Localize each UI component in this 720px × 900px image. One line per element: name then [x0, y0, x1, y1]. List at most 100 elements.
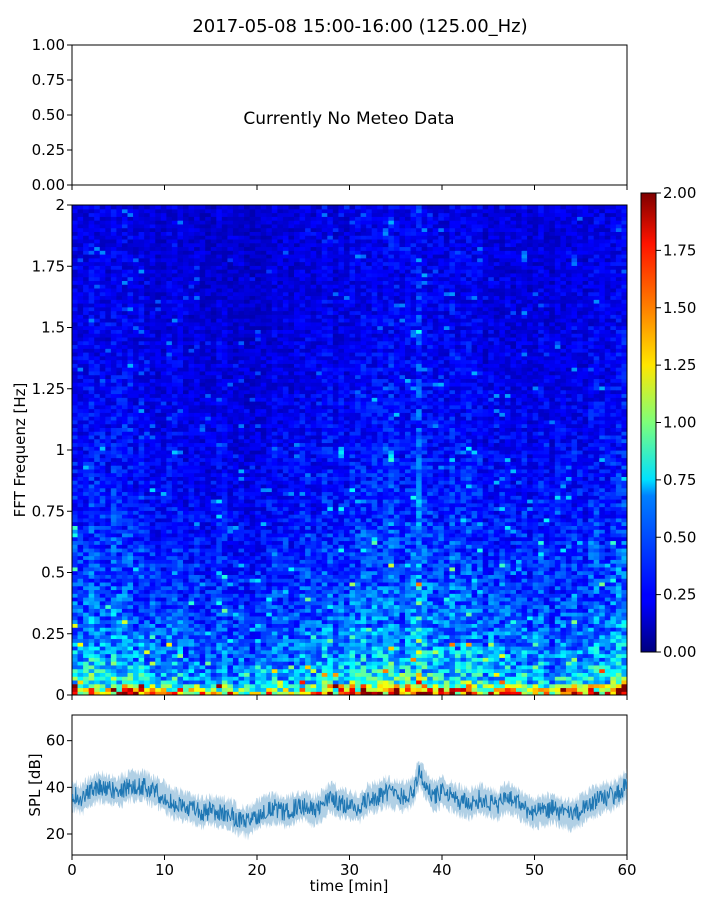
spectrogram-cell — [349, 619, 356, 624]
spectrogram-cell — [499, 608, 506, 613]
spectrogram-cell — [138, 521, 145, 526]
spectrogram-cell — [399, 668, 406, 673]
spectrogram-cell — [144, 668, 151, 673]
spectrogram-cell — [565, 604, 573, 609]
spectrogram-cell — [244, 589, 251, 594]
spectrogram-cell — [194, 521, 201, 526]
spectrogram-cell — [432, 559, 439, 564]
spectrogram-cell — [227, 683, 234, 689]
spectrogram-cell — [377, 604, 384, 609]
spectrogram-cell — [205, 593, 212, 598]
spectrogram-cell — [77, 664, 84, 670]
spectrogram-cell — [216, 687, 223, 692]
spectrogram-cell — [504, 597, 512, 602]
spectrogram-cell — [171, 623, 179, 628]
spectrogram-cell — [538, 525, 545, 530]
spectrogram-cell — [510, 608, 517, 613]
spectrogram-cell — [510, 578, 517, 583]
spectrogram-cell — [449, 563, 456, 568]
spectrogram-cell — [249, 619, 256, 624]
spectrogram-cell — [232, 649, 240, 655]
spectrogram-cell — [216, 627, 223, 632]
spectrogram-cell — [144, 657, 151, 662]
spectrogram-cell — [610, 661, 617, 666]
spectrogram-cell — [343, 578, 351, 583]
spectrogram-cell — [571, 619, 578, 624]
spectrogram-cell — [288, 608, 295, 613]
spectrogram-cell — [271, 578, 278, 583]
spectrogram-cell — [621, 676, 627, 681]
spectrogram-cell — [543, 676, 550, 681]
spectrogram-cell — [510, 600, 517, 606]
spectrogram-cell — [199, 597, 206, 602]
spectrogram-cell — [371, 578, 378, 583]
spectrogram-cell — [83, 563, 90, 568]
spectrogram-cell — [194, 566, 201, 572]
spectrogram-cell — [399, 600, 406, 606]
spectrogram-cell — [88, 657, 95, 662]
spectrogram-cell — [593, 687, 600, 692]
spectrogram-cell — [554, 578, 561, 583]
spectrogram-cell — [282, 691, 290, 695]
spectrogram-cell — [355, 615, 362, 621]
spectrogram-cell — [382, 548, 389, 553]
spectrogram-cell — [116, 506, 123, 511]
spectrogram-cell — [482, 691, 489, 695]
spectrogram-cell — [610, 672, 617, 677]
spectrogram-cell — [166, 597, 173, 602]
spectrogram-cell — [110, 551, 117, 557]
spectrogram-cell — [571, 649, 578, 655]
spectrogram-cell — [260, 664, 267, 670]
spectrogram-cell — [83, 551, 90, 557]
spectrogram-cell — [327, 555, 334, 560]
spectrogram-cell — [438, 525, 445, 530]
spectrogram-cell — [155, 506, 162, 511]
spectrogram-cell — [466, 661, 473, 666]
spectrogram-cell — [377, 597, 384, 602]
spectrogram-cell — [599, 691, 606, 695]
spectrogram-cell — [355, 638, 362, 643]
spectrogram-cell — [255, 653, 262, 658]
spectrogram-cell — [232, 544, 240, 549]
spectrogram-cell — [599, 679, 606, 685]
spectrogram-cell — [171, 646, 179, 651]
spectrogram-cell — [216, 683, 223, 689]
spectrogram-cell — [366, 578, 373, 583]
spectrogram-cell — [421, 559, 428, 564]
spectrogram-cell — [271, 544, 278, 549]
spectrogram-cell — [244, 623, 251, 628]
spectrogram-cell — [421, 517, 428, 523]
spectrogram-cell — [138, 597, 145, 602]
spectrogram-cell — [227, 630, 234, 636]
spectrogram-cell — [171, 649, 179, 655]
spectrogram-cell — [421, 555, 428, 560]
spectrogram-cell — [199, 529, 206, 534]
spectrogram-cell — [216, 657, 223, 662]
spectrogram-cell — [343, 525, 351, 530]
spectrogram-cell — [454, 657, 462, 662]
spectrogram-cell — [249, 521, 256, 526]
spectrogram-cell — [116, 529, 123, 534]
spectrogram-cell — [499, 544, 506, 549]
spectrogram-cell — [571, 521, 578, 526]
spectrogram-cell — [249, 687, 256, 692]
spectrogram-cell — [393, 551, 401, 557]
spectrogram-cell — [610, 600, 617, 606]
spectrogram-cell — [238, 668, 245, 673]
spectrogram-cell — [493, 627, 500, 632]
spectrogram-cell — [194, 612, 201, 617]
spectrogram-cell — [305, 570, 312, 575]
spectrogram-cell — [493, 514, 500, 519]
spectrogram-cell — [405, 653, 412, 658]
spectrogram-cell — [366, 646, 373, 651]
spectrogram-cell — [421, 540, 428, 545]
spectrogram-cell — [482, 525, 489, 530]
spectrogram-cell — [127, 570, 134, 575]
spectrogram-cell — [266, 544, 273, 549]
spectrogram-cell — [327, 544, 334, 549]
spectrogram-cell — [510, 604, 517, 609]
spectrogram-cell — [393, 589, 401, 594]
spectrogram-cell — [277, 566, 284, 572]
spectrogram-cell — [421, 574, 428, 579]
spectrogram-cell — [532, 559, 539, 564]
